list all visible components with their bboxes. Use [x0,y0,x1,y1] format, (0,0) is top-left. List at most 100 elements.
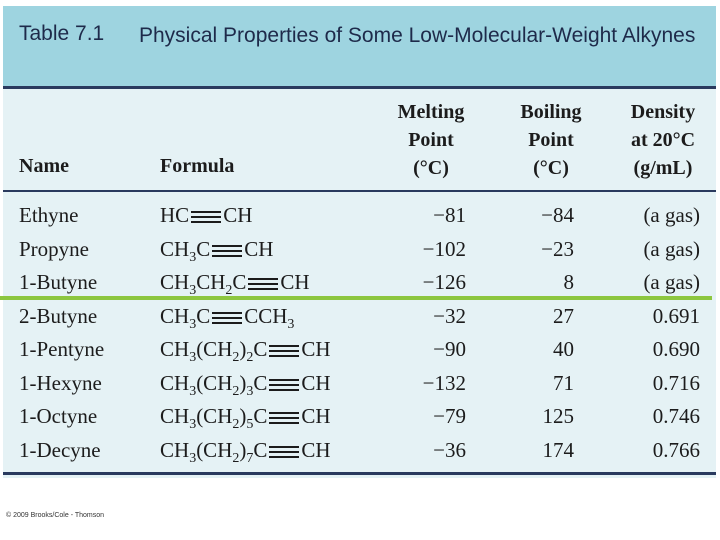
formula-part: ) [239,371,247,395]
formula-part: 3 [246,384,254,400]
row-formula: CH3(CH2)3C CH [160,370,331,405]
row-formula: CH3C CH [160,236,273,271]
header-d-line1: Density [630,101,696,123]
row-name: 1-Octyne [19,404,98,428]
formula-part: CH [160,371,190,395]
formula-part: CH [301,371,331,395]
header-boiling-point: Boiling Point (°C) [501,98,601,182]
formula-part: 3 [189,417,197,433]
row-density: 0.716 [652,371,700,395]
formula-part: CH [160,404,190,428]
row-boiling-point: 8 [563,270,575,294]
formula-part: CH [196,270,226,294]
formula-part: CH [160,237,190,261]
row-name: 1-Butyne [19,270,98,294]
triple-bond-icon [191,208,222,226]
formula-part: CH [301,337,331,361]
row-name: Ethyne [19,203,79,227]
formula-part: ) [239,404,247,428]
row-melting-point: −90 [433,337,466,361]
triple-bond-icon [269,443,300,461]
formula-part: CCH [244,304,288,328]
row-density: 0.690 [652,337,700,361]
triple-bond-icon [212,242,243,260]
formula-part: HC [160,203,190,227]
row-boiling-point: −23 [541,237,574,261]
header-bp-line3: (°C) [533,157,569,179]
row-formula: CH3(CH2)5C CH [160,403,331,438]
formula-part: C [253,404,268,428]
row-melting-point: −81 [433,203,466,227]
formula-part: CH [223,203,253,227]
table-number: Table 7.1 [19,22,105,45]
formula-part: 2 [232,417,240,433]
formula-part: C [253,438,268,462]
formula-part: (CH [196,337,233,361]
row-formula: CH3(CH2)2C CH [160,336,331,371]
formula-part: (CH [196,371,233,395]
row-formula: HC CH [160,202,252,228]
header-formula: Formula [160,155,235,177]
row-density: (a gas) [643,203,700,227]
formula-part: CH [160,270,190,294]
row-boiling-point: 174 [542,438,575,462]
triple-bond-icon [212,309,243,327]
header-bp-line1: Boiling [520,101,582,123]
header-rule [3,190,716,192]
formula-part: CH [301,404,331,428]
highlight-line [0,296,712,300]
formula-part: 7 [246,451,254,467]
table-panel: Table 7.1 Physical Properties of Some Lo… [3,6,716,478]
formula-part: C [196,237,211,261]
header-bp-line2: Point [528,129,574,151]
row-formula: CH3CH2C CH [160,269,310,304]
formula-part: CH [280,270,310,294]
formula-part: 2 [232,384,240,400]
copyright-notice: © 2009 Brooks/Cole - Thomson [6,512,105,519]
row-melting-point: −32 [433,304,466,328]
row-melting-point: −102 [422,237,466,261]
row-name: 2-Butyne [19,304,98,328]
formula-part: 2 [232,350,240,366]
header-d-line2: at 20°C [630,129,696,151]
formula-part: 3 [189,317,197,333]
formula-part: 3 [189,384,197,400]
row-density: 0.746 [652,404,700,428]
formula-part: C [232,270,247,294]
row-density: (a gas) [643,237,700,261]
formula-part: CH [244,237,274,261]
formula-part: 3 [287,317,295,333]
table-title: Physical Properties of Some Low-Molecula… [139,24,696,47]
row-name: 1-Decyne [19,438,101,462]
row-melting-point: −126 [422,270,466,294]
row-boiling-point: 27 [553,304,574,328]
header-d-line3: (g/mL) [633,157,693,179]
top-rule [3,86,716,89]
row-name: 1-Pentyne [19,337,105,361]
formula-part: CH [160,438,190,462]
formula-part: ) [239,337,247,361]
triple-bond-icon [248,275,279,293]
row-name: 1-Hexyne [19,371,102,395]
bottom-rule [3,472,716,475]
row-density: (a gas) [643,270,700,294]
formula-part: 5 [246,417,254,433]
header-density: Density at 20°C (g/mL) [613,98,713,182]
table-title-band: Table 7.1 Physical Properties of Some Lo… [3,6,716,86]
row-name: Propyne [19,237,89,261]
formula-part: C [253,337,268,361]
formula-part: 3 [189,250,197,266]
header-melting-point: Melting Point (°C) [381,98,481,182]
row-boiling-point: −84 [541,203,574,227]
formula-part: C [196,304,211,328]
formula-part: 2 [246,350,254,366]
header-name: Name [19,155,69,177]
row-boiling-point: 71 [553,371,574,395]
row-boiling-point: 40 [553,337,574,361]
formula-part: (CH [196,438,233,462]
row-density: 0.766 [652,438,700,462]
row-melting-point: −132 [422,371,466,395]
formula-part: 3 [189,350,197,366]
triple-bond-icon [269,342,300,360]
row-melting-point: −79 [433,404,466,428]
